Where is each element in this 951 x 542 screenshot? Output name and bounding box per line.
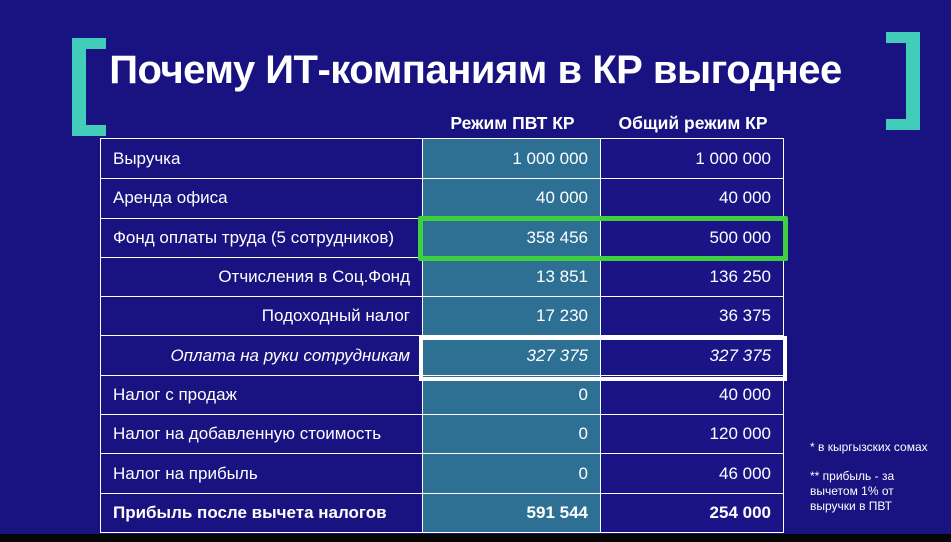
table-row-profit-after-taxes: Прибыль после вычета налогов 591 544 254… xyxy=(101,492,783,532)
slide-title: Почему ИТ-компаниям в КР выгоднее xyxy=(109,48,842,92)
table-row-income-tax: Подоходный налог 17 230 36 375 xyxy=(101,296,783,336)
general-value: 46 000 xyxy=(601,454,783,493)
general-value: 120 000 xyxy=(601,415,783,454)
general-value: 40 000 xyxy=(601,179,783,218)
row-label: Фонд оплаты труда (5 сотрудников) xyxy=(101,218,423,257)
table-row-revenue: Выручка 1 000 000 1 000 000 xyxy=(101,139,783,179)
table-row-office-rent: Аренда офиса 40 000 40 000 xyxy=(101,178,783,218)
general-value: 327 375 xyxy=(601,336,783,375)
row-label: Подоходный налог xyxy=(101,297,423,336)
row-label: Выручка xyxy=(101,139,423,179)
pvt-value: 358 456 xyxy=(423,218,601,257)
table-row-social-fund: Отчисления в Соц.Фонд 13 851 136 250 xyxy=(101,256,783,297)
row-label: Отчисления в Соц.Фонд xyxy=(101,257,423,297)
row-label: Аренда офиса xyxy=(101,179,423,218)
row-label: Налог с продаж xyxy=(101,375,423,415)
general-value: 254 000 xyxy=(601,493,783,532)
table-row-vat: Налог на добавленную стоимость 0 120 000 xyxy=(101,414,783,454)
pvt-value: 591 544 xyxy=(423,493,601,532)
pvt-value: 17 230 xyxy=(423,297,601,336)
general-value: 1 000 000 xyxy=(601,139,783,179)
row-label: Прибыль после вычета налогов xyxy=(101,493,423,532)
pvt-value: 1 000 000 xyxy=(423,139,601,179)
pvt-value: 0 xyxy=(423,375,601,415)
bottom-bar-decoration xyxy=(0,534,951,542)
table-row-net-pay-to-employees: Оплата на руки сотрудникам 327 375 327 3… xyxy=(101,335,783,375)
general-value: 500 000 xyxy=(601,218,783,257)
column-header-pvt-regime: Режим ПВТ КР xyxy=(450,113,575,133)
row-label: Оплата на руки сотрудникам xyxy=(101,336,423,375)
row-label: Налог на прибыль xyxy=(101,454,423,493)
pvt-value: 0 xyxy=(423,415,601,454)
pvt-value: 40 000 xyxy=(423,179,601,218)
right-bracket-decoration xyxy=(886,32,920,130)
general-value: 36 375 xyxy=(601,297,783,336)
table-row-profit-tax: Налог на прибыль 0 46 000 xyxy=(101,453,783,493)
general-value: 136 250 xyxy=(601,257,783,297)
pvt-value: 0 xyxy=(423,454,601,493)
comparison-table: Выручка 1 000 000 1 000 000 Аренда офиса… xyxy=(100,138,784,533)
table-row-payroll-fund: Фонд оплаты труда (5 сотрудников) 358 45… xyxy=(101,217,783,257)
footnotes: * в кыргызских сомах ** прибыль - за выч… xyxy=(810,440,930,528)
general-value: 40 000 xyxy=(601,375,783,415)
column-header-general-regime: Общий режим КР xyxy=(618,113,768,133)
footnote-soms: * в кыргызских сомах xyxy=(810,440,928,454)
pvt-value: 13 851 xyxy=(423,257,601,297)
pvt-value: 327 375 xyxy=(423,336,601,375)
left-bracket-decoration xyxy=(72,38,106,136)
row-label: Налог на добавленную стоимость xyxy=(101,415,423,454)
footnote-profit-note: ** прибыль - за вычетом 1% от выручки в … xyxy=(810,469,895,513)
table-row-sales-tax: Налог с продаж 0 40 000 xyxy=(101,374,783,415)
